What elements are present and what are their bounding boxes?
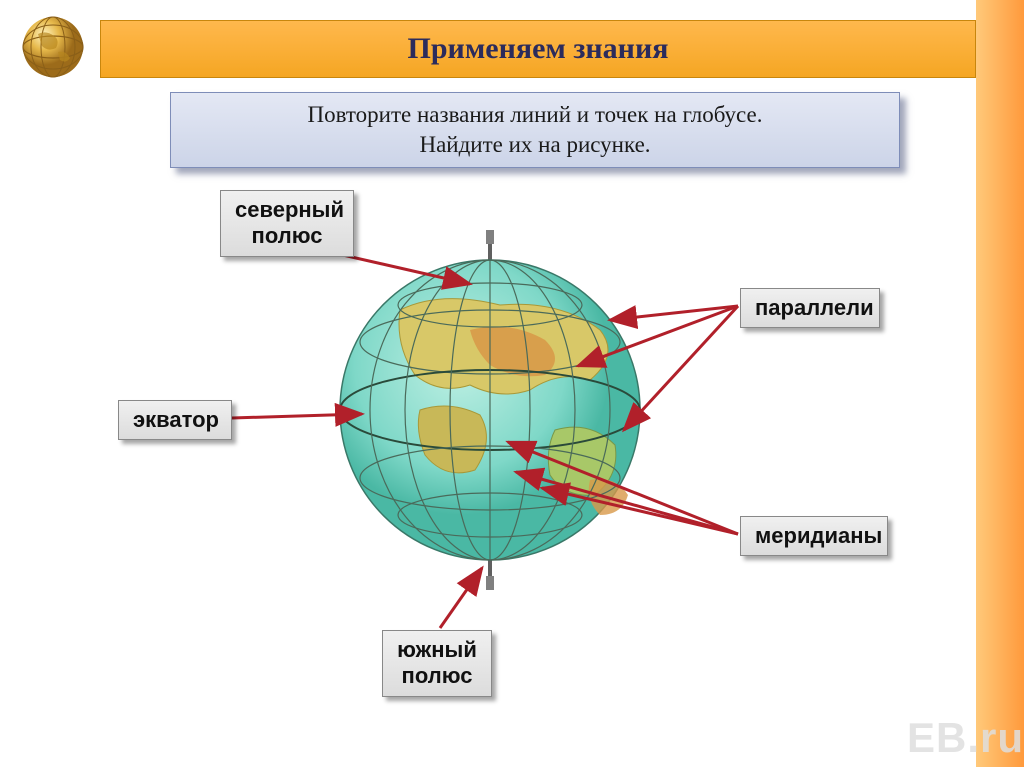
label-north-pole: северный полюс	[220, 190, 354, 257]
globe-logo-icon	[18, 12, 88, 82]
label-equator: экватор	[118, 400, 232, 440]
label-parallels-text: параллели	[755, 295, 874, 320]
right-accent-stripe	[976, 0, 1024, 767]
label-equator-text: экватор	[133, 407, 219, 432]
header-title: Применяем знания	[408, 32, 669, 66]
label-south-pole-text: южный полюс	[397, 637, 477, 690]
label-parallels: параллели	[740, 288, 880, 328]
label-meridians: меридианы	[740, 516, 888, 556]
label-north-pole-text: северный полюс	[235, 197, 339, 250]
label-meridians-text: меридианы	[755, 523, 882, 548]
subtitle-panel: Повторите названия линий и точек на глоб…	[170, 92, 900, 168]
label-south-pole: южный полюс	[382, 630, 492, 697]
subtitle-line2: Найдите их на рисунке.	[419, 130, 650, 160]
watermark: EB.ru	[907, 714, 1024, 762]
subtitle-line1: Повторите названия линий и точек на глоб…	[308, 100, 763, 130]
globe-diagram: северный полюс экватор южный полюс парал…	[0, 180, 976, 767]
header-bar: Применяем знания	[100, 20, 976, 78]
